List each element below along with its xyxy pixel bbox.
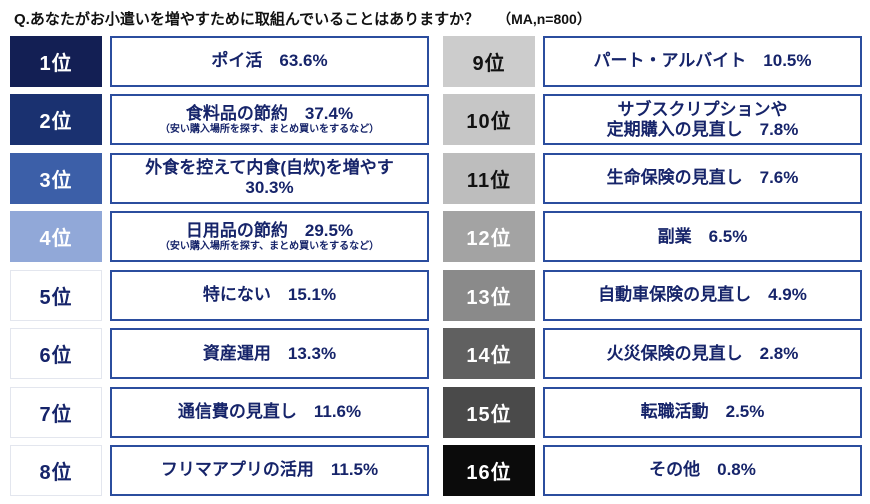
answer-box: サブスクリプションや 定期購入の見直し 7.8% [543, 94, 862, 146]
answer-box: 副業 6.5% [543, 211, 862, 263]
answer-box: 日用品の節約 29.5% （安い購入場所を探す、まとめ買いをするなど） [110, 211, 429, 263]
rank-row: 3位 外食を控えて内食(自炊)を増やす 30.3% [10, 152, 429, 204]
answer-box: 火災保険の見直し 2.8% [543, 328, 862, 380]
ranking-column-left: 1位 ポイ活 63.6% 2位 食料品の節約 37.4% （安い購入場所を探す、… [10, 36, 429, 496]
answer-label: フリマアプリの活用 11.5% [160, 460, 379, 480]
rank-row: 2位 食料品の節約 37.4% （安い購入場所を探す、まとめ買いをするなど） [10, 94, 429, 146]
ranking-grid: 1位 ポイ活 63.6% 2位 食料品の節約 37.4% （安い購入場所を探す、… [10, 36, 862, 496]
answer-label: パート・アルバイト 10.5% [593, 51, 812, 71]
answer-box: 特にない 15.1% [110, 269, 429, 321]
rank-badge: 5位 [10, 269, 102, 321]
answer-label: 外食を控えて内食(自炊)を増やす [145, 158, 394, 178]
answer-label: 通信費の見直し 11.6% [177, 402, 362, 421]
answer-note: （安い購入場所を探す、まとめ買いをするなど） [159, 123, 380, 135]
rank-badge: 9位 [443, 36, 535, 87]
answer-label: 特にない 15.1% [202, 285, 337, 305]
answer-label: 食料品の節約 37.4% [185, 103, 354, 123]
rank-badge: 3位 [10, 152, 102, 204]
title-row: Q.あなたがお小遣いを増やすために取組んでいることはありますか？ （MA,n=80… [14, 8, 862, 29]
rank-row: 9位 パート・アルバイト 10.5% [443, 36, 862, 87]
rank-row: 13位 自動車保険の見直し 4.9% [443, 269, 862, 321]
answer-label: 自動車保険の見直し 4.9% [598, 285, 807, 305]
rank-badge: 1位 [10, 36, 102, 87]
answer-label: 副業 6.5% [657, 226, 748, 246]
answer-label: 生命保険の見直し 7.6% [606, 168, 799, 188]
rank-badge: 16位 [443, 444, 535, 496]
answer-box: 資産運用 13.3% [110, 328, 429, 380]
answer-box: その他 0.8% [543, 444, 862, 496]
rank-row: 6位 資産運用 13.3% [10, 328, 429, 380]
survey-question-title: Q.あなたがお小遣いを増やすために取組んでいることはありますか？ [14, 11, 480, 28]
answer-box: 食料品の節約 37.4% （安い購入場所を探す、まとめ買いをするなど） [110, 94, 429, 146]
answer-box: 生命保険の見直し 7.6% [543, 152, 862, 204]
rank-row: 16位 その他 0.8% [443, 444, 862, 496]
rank-row: 7位 通信費の見直し 11.6% [10, 386, 429, 438]
rank-row: 10位 サブスクリプションや 定期購入の見直し 7.8% [443, 94, 862, 146]
rank-row: 4位 日用品の節約 29.5% （安い購入場所を探す、まとめ買いをするなど） [10, 211, 429, 263]
answer-label: 転職活動 2.5% [640, 402, 765, 421]
rank-badge: 13位 [443, 269, 535, 321]
rank-badge: 2位 [10, 94, 102, 146]
rank-badge: 8位 [10, 444, 102, 496]
answer-box: フリマアプリの活用 11.5% [110, 444, 429, 496]
answer-label: 資産運用 13.3% [202, 343, 337, 363]
rank-badge: 10位 [443, 94, 535, 146]
answer-label: ポイ活 63.6% [211, 51, 328, 71]
answer-label-line2: 定期購入の見直し 7.8% [606, 119, 799, 139]
answer-label: 日用品の節約 29.5% [185, 220, 354, 240]
rank-badge: 15位 [443, 386, 535, 438]
answer-box: 外食を控えて内食(自炊)を増やす 30.3% [110, 152, 429, 204]
answer-box: パート・アルバイト 10.5% [543, 36, 862, 87]
rank-badge: 14位 [443, 328, 535, 380]
rank-row: 12位 副業 6.5% [443, 211, 862, 263]
ranking-column-right: 9位 パート・アルバイト 10.5% 10位 サブスクリプションや 定期購入の見… [443, 36, 862, 496]
rank-row: 11位 生命保険の見直し 7.6% [443, 152, 862, 204]
answer-label: 火災保険の見直し 2.8% [606, 343, 799, 363]
rank-badge: 6位 [10, 328, 102, 380]
rank-row: 1位 ポイ活 63.6% [10, 36, 429, 87]
rank-row: 14位 火災保険の見直し 2.8% [443, 328, 862, 380]
rank-badge: 11位 [443, 152, 535, 204]
rank-badge: 7位 [10, 386, 102, 438]
answer-box: 自動車保険の見直し 4.9% [543, 269, 862, 321]
answer-box: ポイ活 63.6% [110, 36, 429, 87]
answer-note: （安い購入場所を探す、まとめ買いをするなど） [159, 240, 380, 252]
rank-badge: 12位 [443, 211, 535, 263]
answer-label: サブスクリプションや [617, 99, 788, 119]
rank-row: 5位 特にない 15.1% [10, 269, 429, 321]
answer-box: 通信費の見直し 11.6% [110, 386, 429, 438]
answer-label: その他 0.8% [649, 460, 756, 480]
rank-row: 8位 フリマアプリの活用 11.5% [10, 444, 429, 496]
rank-badge: 4位 [10, 211, 102, 263]
sample-size-note: （MA,n=800） [497, 11, 591, 27]
answer-label-line2: 30.3% [245, 178, 294, 198]
rank-row: 15位 転職活動 2.5% [443, 386, 862, 438]
answer-box: 転職活動 2.5% [543, 386, 862, 438]
